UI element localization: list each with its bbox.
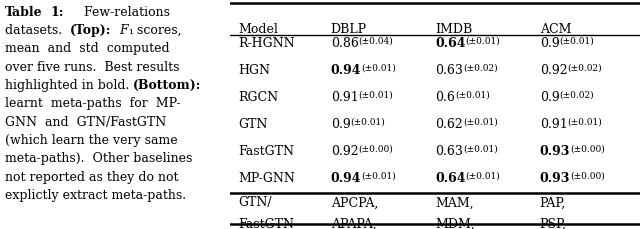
Text: (±0.02): (±0.02) <box>559 91 594 100</box>
Text: PSP,: PSP, <box>540 218 566 229</box>
Text: 1:: 1: <box>51 6 63 19</box>
Text: 0.94: 0.94 <box>331 64 361 77</box>
Text: (±0.01): (±0.01) <box>463 118 498 127</box>
Text: (±0.01): (±0.01) <box>568 118 602 127</box>
Text: DBLP: DBLP <box>331 23 367 36</box>
Text: Few-relations: Few-relations <box>63 6 170 19</box>
Text: (Top):: (Top): <box>70 24 111 37</box>
Text: (±0.00): (±0.00) <box>358 145 393 154</box>
Text: 0.94: 0.94 <box>331 172 361 185</box>
Text: (±0.01): (±0.01) <box>361 64 396 73</box>
Text: (±0.02): (±0.02) <box>567 64 602 73</box>
Text: (±0.01): (±0.01) <box>358 91 393 100</box>
Text: GNN  and  GTN/FastGTN: GNN and GTN/FastGTN <box>4 116 166 129</box>
Text: highlighted in bold.: highlighted in bold. <box>4 79 133 92</box>
Text: over five runs.  Best results: over five runs. Best results <box>4 61 179 74</box>
Text: FastGTN: FastGTN <box>239 145 294 158</box>
Text: explictly extract meta-paths.: explictly extract meta-paths. <box>4 189 186 202</box>
Text: ACM: ACM <box>540 23 571 36</box>
Text: FastGTN: FastGTN <box>239 218 294 229</box>
Text: 0.93: 0.93 <box>540 172 570 185</box>
Text: HGN: HGN <box>239 64 271 77</box>
Text: (±0.00): (±0.00) <box>570 172 605 181</box>
Text: RGCN: RGCN <box>239 91 278 104</box>
Text: 0.91: 0.91 <box>540 118 568 131</box>
Text: (±0.02): (±0.02) <box>463 64 498 73</box>
Text: (Bottom):: (Bottom): <box>133 79 202 92</box>
Text: (±0.01): (±0.01) <box>361 172 396 181</box>
Text: (±0.01): (±0.01) <box>463 145 498 154</box>
Text: APCPA,: APCPA, <box>331 196 378 210</box>
Text: GTN/: GTN/ <box>239 196 272 210</box>
Text: 0.92: 0.92 <box>331 145 358 158</box>
Text: 0.93: 0.93 <box>540 145 570 158</box>
Text: (which learn the very same: (which learn the very same <box>4 134 177 147</box>
Text: (±0.00): (±0.00) <box>570 145 605 154</box>
Text: (±0.01): (±0.01) <box>559 37 594 46</box>
Text: APAPA,: APAPA, <box>331 218 376 229</box>
Text: 0.91: 0.91 <box>331 91 358 104</box>
Text: learnt  meta-paths  for  MP-: learnt meta-paths for MP- <box>4 97 180 110</box>
Text: 0.9: 0.9 <box>540 37 559 50</box>
Text: (±0.01): (±0.01) <box>351 118 385 127</box>
Text: (±0.01): (±0.01) <box>466 37 500 46</box>
Text: 0.92: 0.92 <box>540 64 567 77</box>
Text: 0.63: 0.63 <box>435 64 463 77</box>
Text: MDM,: MDM, <box>435 218 475 229</box>
Text: 0.6: 0.6 <box>435 91 455 104</box>
Text: F: F <box>119 24 128 37</box>
Text: 0.9: 0.9 <box>331 118 351 131</box>
Text: (±0.01): (±0.01) <box>455 91 490 100</box>
Text: not reported as they do not: not reported as they do not <box>4 171 178 184</box>
Text: ₁: ₁ <box>128 24 132 37</box>
Text: 0.63: 0.63 <box>435 145 463 158</box>
Text: 0.64: 0.64 <box>435 37 466 50</box>
Text: MP-GNN: MP-GNN <box>239 172 296 185</box>
Text: 0.86: 0.86 <box>331 37 358 50</box>
Text: MAM,: MAM, <box>435 196 474 210</box>
Text: meta-paths).  Other baselines: meta-paths). Other baselines <box>4 152 192 165</box>
Text: (±0.04): (±0.04) <box>358 37 394 46</box>
Text: GTN: GTN <box>239 118 268 131</box>
Text: (±0.01): (±0.01) <box>466 172 500 181</box>
Text: R-HGNN: R-HGNN <box>239 37 295 50</box>
Text: IMDB: IMDB <box>435 23 472 36</box>
Text: mean  and  std  computed: mean and std computed <box>4 42 170 55</box>
Text: 0.9: 0.9 <box>540 91 559 104</box>
Text: Model: Model <box>239 23 278 36</box>
Text: datasets.: datasets. <box>4 24 70 37</box>
Text: Table: Table <box>4 6 42 19</box>
Text: scores,: scores, <box>132 24 181 37</box>
Text: PAP,: PAP, <box>540 196 566 210</box>
Text: 0.62: 0.62 <box>435 118 463 131</box>
Text: 0.64: 0.64 <box>435 172 466 185</box>
